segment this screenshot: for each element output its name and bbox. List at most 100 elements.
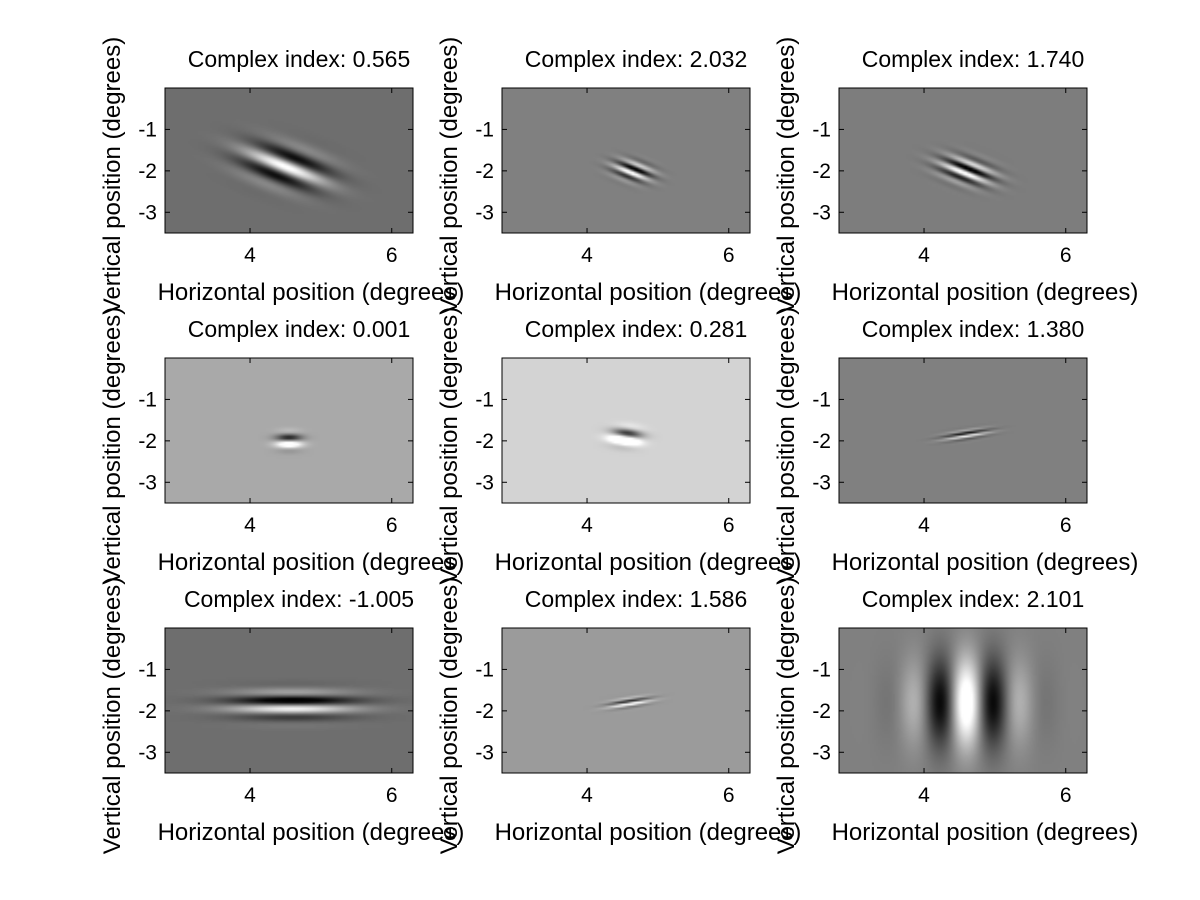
x-axis-label: Horizontal position (degrees) (832, 819, 1139, 846)
subplot-title: Complex index: 0.565 (188, 46, 410, 72)
y-tick-label: -1 (138, 658, 157, 681)
x-axis-label: Horizontal position (degrees) (832, 279, 1139, 306)
axes-frame (164, 357, 414, 504)
x-tick-label: 4 (918, 514, 930, 537)
axes-frame (838, 357, 1088, 504)
receptive-field-image (839, 628, 1087, 773)
x-tick-label: 6 (386, 244, 398, 267)
y-axis-label: Vertical position (degrees) (436, 307, 463, 584)
axes-frame (501, 357, 751, 504)
y-tick-label: -2 (475, 430, 494, 453)
y-tick-label: -2 (475, 700, 494, 723)
y-tick-label: -3 (812, 741, 831, 764)
y-tick-label: -1 (475, 388, 494, 411)
receptive-field-image (502, 88, 750, 233)
subplot-5: 4 6 -1 -2 -3 Complex index: 0.281 Horizontal p… (436, 307, 801, 584)
y-tick-label: -2 (812, 700, 831, 723)
receptive-field-image (165, 88, 413, 233)
y-axis-label: Vertical position (degrees) (436, 577, 463, 854)
y-tick-label: -1 (812, 388, 831, 411)
y-axis-label: Vertical position (degrees) (436, 37, 463, 314)
y-tick-label: -2 (138, 430, 157, 453)
x-tick-label: 4 (918, 784, 930, 807)
receptive-field-image (839, 358, 1087, 503)
x-axis-label: Horizontal position (degrees) (495, 819, 802, 846)
x-tick-label: 6 (386, 514, 398, 537)
subplot-3: 4 6 -1 -2 -3 Complex index: 1.740 Horizontal p… (773, 37, 1138, 314)
y-tick-label: -3 (812, 201, 831, 224)
y-tick-label: -1 (812, 118, 831, 141)
receptive-field-image (502, 358, 750, 503)
y-tick-label: -3 (138, 471, 157, 494)
x-tick-label: 4 (581, 244, 593, 267)
y-axis-label: Vertical position (degrees) (773, 37, 800, 314)
y-axis-label: Vertical position (degrees) (773, 307, 800, 584)
axes-frame (164, 87, 414, 234)
y-tick-label: -1 (812, 658, 831, 681)
y-tick-label: -2 (138, 160, 157, 183)
x-tick-label: 4 (244, 514, 256, 537)
y-tick-label: -3 (138, 201, 157, 224)
y-tick-label: -3 (812, 471, 831, 494)
subplot-title: Complex index: 0.001 (188, 316, 410, 342)
y-tick-label: -1 (475, 658, 494, 681)
x-tick-label: 4 (244, 244, 256, 267)
x-tick-label: 6 (723, 784, 735, 807)
x-axis-label: Horizontal position (degrees) (832, 549, 1139, 576)
x-tick-label: 6 (723, 514, 735, 537)
y-tick-label: -2 (812, 430, 831, 453)
axes-frame (164, 627, 414, 774)
x-tick-label: 4 (244, 784, 256, 807)
subplot-9: 4 6 -1 -2 -3 Complex index: 2.101 Horizontal p… (773, 577, 1138, 854)
y-axis-label: Vertical position (degrees) (773, 577, 800, 854)
y-tick-label: -2 (475, 160, 494, 183)
y-axis-label: Vertical position (degrees) (99, 307, 126, 584)
y-axis-label: Vertical position (degrees) (99, 37, 126, 314)
receptive-field-image (502, 628, 750, 773)
receptive-field-image (839, 88, 1087, 233)
y-tick-label: -3 (475, 201, 494, 224)
subplot-1: 4 6 -1 -2 -3 Complex index: 0.565 Horizontal p… (99, 37, 464, 314)
subplot-4: 4 6 -1 -2 -3 Complex index: 0.001 Horizontal p… (99, 307, 464, 584)
y-tick-label: -1 (475, 118, 494, 141)
x-axis-label: Horizontal position (degrees) (495, 549, 802, 576)
subplot-title: Complex index: 0.281 (525, 316, 747, 342)
axes-frame (838, 627, 1088, 774)
subplot-2: 4 6 -1 -2 -3 Complex index: 2.032 Horizontal p… (436, 37, 801, 314)
x-axis-label: Horizontal position (degrees) (158, 279, 465, 306)
y-tick-label: -1 (138, 118, 157, 141)
receptive-field-image (165, 628, 413, 773)
subplot-title: Complex index: 1.740 (862, 46, 1084, 72)
y-tick-label: -2 (138, 700, 157, 723)
x-axis-label: Horizontal position (degrees) (495, 279, 802, 306)
axes-frame (838, 87, 1088, 234)
subplot-title: Complex index: 1.380 (862, 316, 1084, 342)
subplot-title: Complex index: 2.101 (862, 586, 1084, 612)
x-tick-label: 6 (386, 784, 398, 807)
x-tick-label: 6 (1060, 784, 1072, 807)
x-axis-label: Horizontal position (degrees) (158, 549, 465, 576)
subplot-title: Complex index: -1.005 (184, 586, 414, 612)
x-tick-label: 6 (1060, 244, 1072, 267)
x-axis-label: Horizontal position (degrees) (158, 819, 465, 846)
y-tick-label: -3 (475, 471, 494, 494)
subplot-title: Complex index: 2.032 (525, 46, 747, 72)
x-tick-label: 4 (581, 784, 593, 807)
x-tick-label: 4 (918, 244, 930, 267)
x-tick-label: 6 (723, 244, 735, 267)
y-axis-label: Vertical position (degrees) (99, 577, 126, 854)
subplot-8: 4 6 -1 -2 -3 Complex index: 1.586 Horizontal p… (436, 577, 801, 854)
y-tick-label: -3 (138, 741, 157, 764)
subplot-6: 4 6 -1 -2 -3 Complex index: 1.380 Horizontal p… (773, 307, 1138, 584)
subplot-7: 4 6 -1 -2 -3 Complex index: -1.005 Horizontal … (99, 577, 464, 854)
x-tick-label: 4 (581, 514, 593, 537)
x-tick-label: 6 (1060, 514, 1072, 537)
axes-frame (501, 627, 751, 774)
subplot-title: Complex index: 1.586 (525, 586, 747, 612)
axes-frame (501, 87, 751, 234)
y-tick-label: -1 (138, 388, 157, 411)
y-tick-label: -3 (475, 741, 494, 764)
receptive-field-image (165, 358, 413, 503)
y-tick-label: -2 (812, 160, 831, 183)
